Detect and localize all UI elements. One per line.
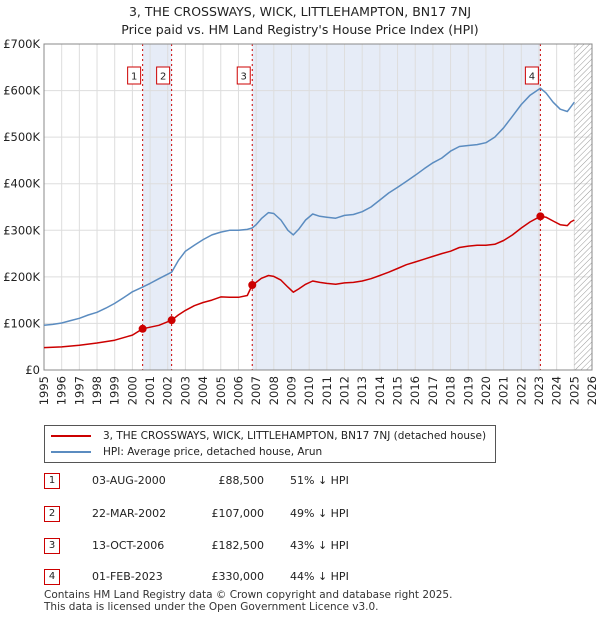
row-number-badge: 1 <box>44 473 60 489</box>
x-tick-label: 2003 <box>178 376 192 405</box>
table-row: 4 01-FEB-2023 £330,000 44% ↓ HPI <box>44 568 464 586</box>
x-tick-label: 2009 <box>284 376 298 405</box>
x-tick-label: 2018 <box>444 376 458 405</box>
table-row: 3 13-OCT-2006 £182,500 43% ↓ HPI <box>44 537 464 555</box>
table-row: 2 22-MAR-2002 £107,000 49% ↓ HPI <box>44 505 464 523</box>
row-price: £107,000 <box>211 507 265 520</box>
row-date: 01-FEB-2023 <box>92 570 163 583</box>
axes: £0 £100K £200K £300K £400K £500K £600K £700K 199… <box>3 37 599 405</box>
row-date: 13-OCT-2006 <box>92 539 165 552</box>
row-hpi-diff: 43% ↓ HPI <box>290 539 349 552</box>
series-lines <box>43 87 575 349</box>
property-price-line <box>43 215 575 349</box>
legend-item-hpi: HPI: Average price, detached house, Arun <box>51 444 322 460</box>
sale-point <box>167 316 176 325</box>
y-tick-label: £300K <box>3 223 40 237</box>
sale-label-number: 4 <box>529 72 535 83</box>
row-number-badge: 2 <box>44 506 60 522</box>
legend-swatch-hpi <box>51 451 91 453</box>
row-date: 22-MAR-2002 <box>92 507 167 520</box>
chart-subtitle: Price paid vs. HM Land Registry's House … <box>121 22 479 37</box>
row-hpi-diff: 44% ↓ HPI <box>290 570 349 583</box>
x-tick-label: 2002 <box>161 376 175 405</box>
table-row: 1 03-AUG-2000 £88,500 51% ↓ HPI <box>44 472 464 490</box>
sale-vlines <box>142 44 541 370</box>
hpi-line <box>43 87 575 327</box>
legend-item-property: 3, THE CROSSWAYS, WICK, LITTLEHAMPTON, B… <box>51 428 486 444</box>
x-tick-label: 1997 <box>72 376 86 405</box>
x-tick-label: 2019 <box>461 376 475 405</box>
y-tick-label: £200K <box>3 270 40 284</box>
x-tick-label: 2010 <box>302 376 316 405</box>
sale-point <box>138 324 147 333</box>
x-tick-label: 2013 <box>355 376 369 405</box>
x-tick-label: 2015 <box>391 376 405 405</box>
x-tick-label: 2011 <box>320 376 334 405</box>
price-chart: £0 £100K £200K £300K £400K £500K £600K £700K 199… <box>3 37 599 405</box>
row-price: £88,500 <box>218 474 265 487</box>
x-tick-label: 2000 <box>125 376 139 405</box>
y-tick-label: £100K <box>3 316 40 330</box>
row-price: £330,000 <box>211 570 265 583</box>
sale-point <box>536 212 545 221</box>
sale-points <box>138 212 545 333</box>
x-tick-label: 1995 <box>37 376 51 405</box>
row-hpi-diff: 49% ↓ HPI <box>290 507 349 520</box>
x-tick-label: 2021 <box>497 376 511 405</box>
sale-label-box <box>127 66 142 85</box>
y-tick-label: £500K <box>3 130 40 144</box>
x-tick-label: 1998 <box>90 376 104 405</box>
sale-label-box <box>236 66 251 85</box>
sale-label-number: 1 <box>131 72 137 83</box>
row-date: 03-AUG-2000 <box>92 474 166 487</box>
x-tick-label: 2024 <box>550 376 564 405</box>
row-number-badge: 3 <box>44 538 60 554</box>
x-tick-label: 2014 <box>373 376 387 405</box>
sale-label-box <box>524 66 539 85</box>
sale-label-number: 2 <box>160 72 166 83</box>
x-tick-label: 2004 <box>196 376 210 405</box>
x-tick-label: 1999 <box>108 376 122 405</box>
y-tick-label: £0 <box>25 363 40 377</box>
x-tick-label: 2007 <box>249 376 263 405</box>
x-tick-label: 2006 <box>231 376 245 405</box>
chart-title: 3, THE CROSSWAYS, WICK, LITTLEHAMPTON, B… <box>128 4 472 19</box>
y-tick-label: £700K <box>3 37 40 51</box>
x-tick-label: 2005 <box>214 376 228 405</box>
sale-label-box <box>156 66 171 85</box>
hatched-region <box>574 44 592 370</box>
row-number-badge: 4 <box>44 569 60 585</box>
x-tick-label: 2020 <box>479 376 493 405</box>
x-tick-label: 2026 <box>585 376 599 405</box>
gridlines <box>43 43 593 371</box>
x-tick-label: 2012 <box>338 376 352 405</box>
legend-label-property: 3, THE CROSSWAYS, WICK, LITTLEHAMPTON, B… <box>103 430 487 442</box>
footer-license: This data is licensed under the Open Gov… <box>44 601 379 613</box>
x-tick-label: 2008 <box>267 376 281 405</box>
legend-swatch-property <box>51 435 91 437</box>
future-hatch <box>574 44 592 370</box>
x-tick-label: 1996 <box>55 376 69 405</box>
x-tick-label: 2017 <box>426 376 440 405</box>
sale-labels: 1 2 3 4 <box>127 66 539 85</box>
x-tick-label: 2022 <box>514 376 528 405</box>
x-tick-label: 2025 <box>567 376 581 405</box>
y-tick-label: £400K <box>3 177 40 191</box>
sale-label-number: 3 <box>241 72 247 83</box>
footer-copyright: Contains HM Land Registry data © Crown c… <box>44 589 453 601</box>
x-tick-label: 2016 <box>408 376 422 405</box>
shaded-regions <box>44 44 592 370</box>
shaded-range <box>252 44 541 370</box>
plot-frame <box>43 43 593 371</box>
shaded-range <box>142 44 172 370</box>
x-tick-label: 2023 <box>532 376 546 405</box>
x-tick-label: 2001 <box>143 376 157 405</box>
row-price: £182,500 <box>211 539 265 552</box>
legend: 3, THE CROSSWAYS, WICK, LITTLEHAMPTON, B… <box>44 425 496 463</box>
legend-label-hpi: HPI: Average price, detached house, Arun <box>103 446 323 458</box>
y-tick-label: £600K <box>3 84 40 98</box>
row-hpi-diff: 51% ↓ HPI <box>290 474 349 487</box>
sale-point <box>248 281 257 290</box>
